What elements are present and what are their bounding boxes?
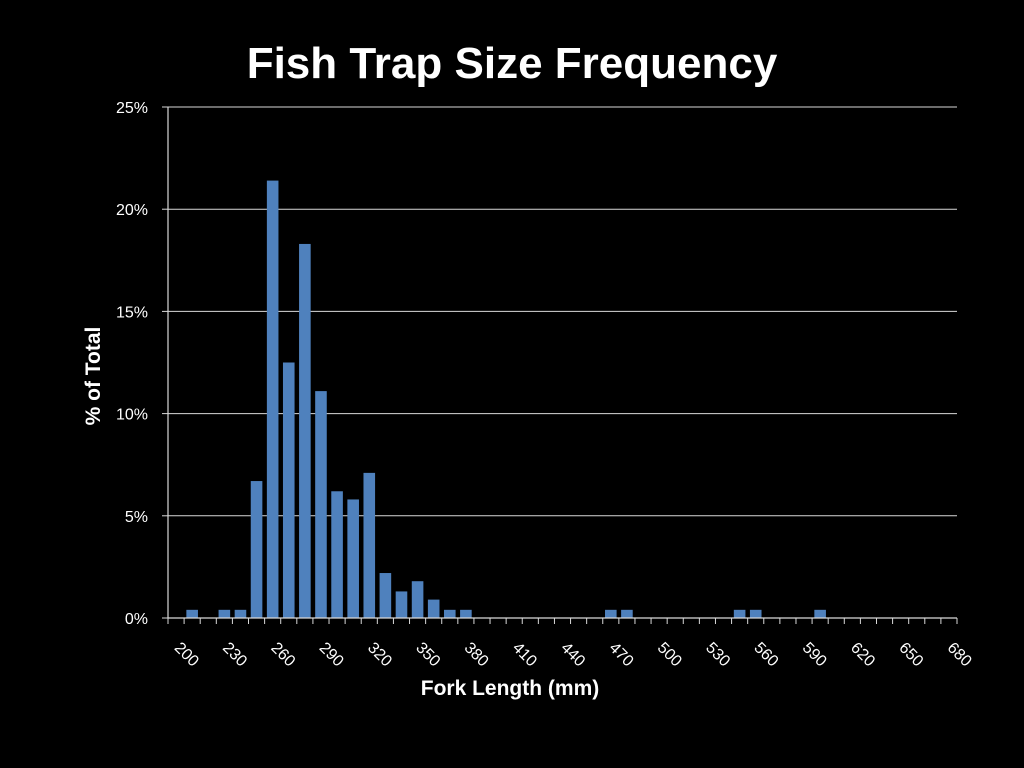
bar-370	[443, 609, 456, 618]
y-tick-label-1: 5%	[125, 509, 148, 526]
x-tick-label-590: 590	[799, 639, 830, 670]
axes	[162, 106, 958, 624]
y-tick-labels: 0% 5% 10% 15% 20% 25%	[116, 100, 148, 628]
bar-230	[218, 609, 231, 618]
bar-260	[266, 180, 279, 619]
y-tick-label-4: 20%	[116, 202, 148, 219]
bar-340	[395, 591, 408, 618]
bars	[186, 180, 826, 619]
y-tick-label-0: 0%	[125, 611, 148, 628]
bar-280	[299, 243, 311, 618]
x-tick-label-530: 530	[702, 639, 733, 670]
x-tick-label-200: 200	[171, 639, 202, 670]
bar-300	[331, 491, 343, 618]
x-tick-label-470: 470	[606, 639, 637, 670]
bar-270	[282, 362, 295, 618]
bar-320	[363, 472, 376, 618]
x-tick-label-500: 500	[654, 639, 685, 670]
chart-title: Fish Trap Size Frequency	[247, 39, 778, 88]
x-axis-label: Fork Length (mm)	[421, 677, 600, 700]
x-tick-label-260: 260	[267, 639, 298, 670]
x-tick-labels: 200 230 260 290 320 350 380 410 440 470 500 530 560 5…	[171, 639, 975, 670]
y-axis-label: % of Total	[82, 327, 105, 426]
x-tick-label-440: 440	[557, 639, 588, 670]
x-tick-label-410: 410	[509, 639, 540, 670]
bar-290	[315, 391, 327, 618]
y-tick-label-2: 10%	[116, 407, 148, 424]
bar-330	[379, 573, 392, 618]
y-tick-label-3: 15%	[116, 304, 148, 321]
bar-210	[186, 609, 198, 618]
bar-600	[814, 609, 826, 618]
bar-470	[605, 609, 617, 618]
bar-310	[347, 499, 359, 618]
x-tick-label-620: 620	[847, 639, 878, 670]
bar-250	[250, 481, 263, 618]
y-tick-label-5: 25%	[116, 100, 148, 117]
x-tick-label-320: 320	[364, 639, 395, 670]
x-tick-label-380: 380	[461, 639, 492, 670]
x-tick-label-650: 650	[895, 639, 926, 670]
x-tick-label-560: 560	[750, 639, 781, 670]
bar-560	[749, 609, 762, 618]
bar-380	[460, 609, 472, 618]
bar-550	[733, 609, 746, 618]
x-tick-label-350: 350	[412, 639, 443, 670]
x-tick-label-680: 680	[944, 639, 975, 670]
x-tick-label-230: 230	[219, 639, 250, 670]
x-tick-label-290: 290	[316, 639, 347, 670]
bar-360	[427, 599, 440, 618]
bar-480	[621, 609, 633, 618]
bar-240	[234, 609, 247, 618]
bar-350	[411, 581, 424, 618]
